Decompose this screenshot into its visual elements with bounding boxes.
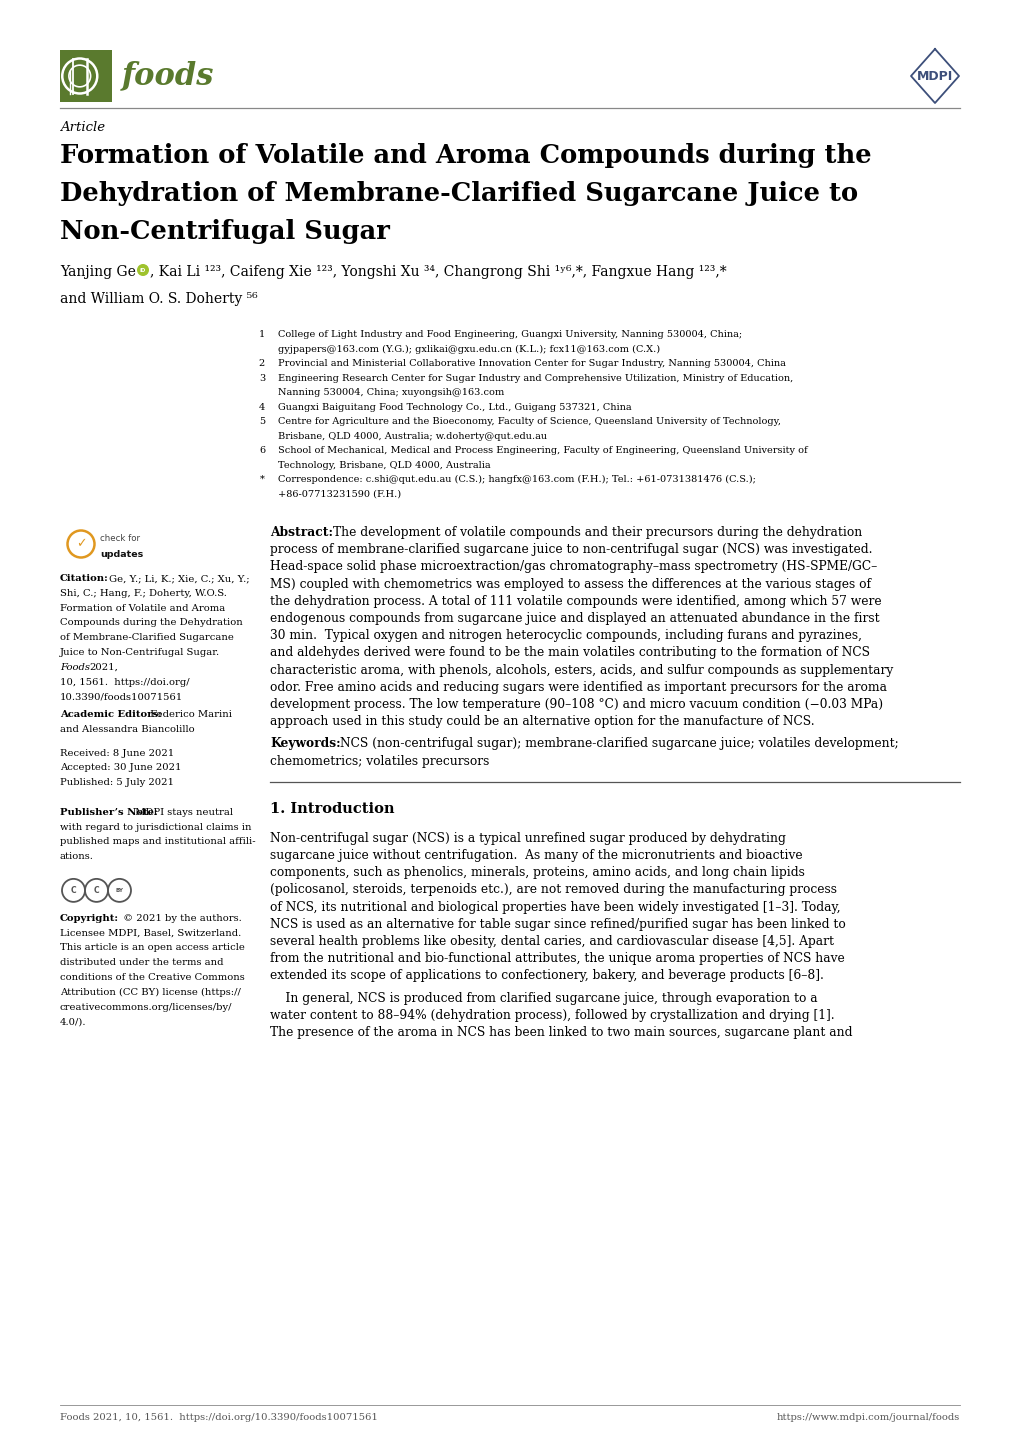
Text: Formation of Volatile and Aroma Compounds during the: Formation of Volatile and Aroma Compound… <box>60 143 871 169</box>
Text: odor. Free amino acids and reducing sugars were identified as important precurso: odor. Free amino acids and reducing suga… <box>270 681 887 694</box>
Text: Copyright:: Copyright: <box>60 914 119 923</box>
Text: foods: foods <box>122 61 214 91</box>
Text: (policosanol, steroids, terpenoids etc.), are not removed during the manufacturi: (policosanol, steroids, terpenoids etc.)… <box>270 884 837 897</box>
Text: School of Mechanical, Medical and Process Engineering, Faculty of Engineering, Q: School of Mechanical, Medical and Proces… <box>278 446 807 456</box>
Text: NCS is used as an alternative for table sugar since refined/purified sugar has b: NCS is used as an alternative for table … <box>270 917 845 930</box>
Text: C: C <box>94 885 99 895</box>
Text: extended its scope of applications to confectionery, bakery, and beverage produc: extended its scope of applications to co… <box>270 969 823 982</box>
Text: 2021,: 2021, <box>89 663 118 672</box>
Text: MS) coupled with chemometrics was employed to assess the differences at the vari: MS) coupled with chemometrics was employ… <box>270 578 870 591</box>
Text: © 2021 by the authors.: © 2021 by the authors. <box>120 914 242 923</box>
Text: Accepted: 30 June 2021: Accepted: 30 June 2021 <box>60 763 181 773</box>
Text: Academic Editors:: Academic Editors: <box>60 709 162 720</box>
Text: several health problems like obesity, dental caries, and cardiovascular disease : several health problems like obesity, de… <box>270 934 834 947</box>
Text: Centre for Agriculture and the Bioeconomy, Faculty of Science, Queensland Univer: Centre for Agriculture and the Bioeconom… <box>278 417 781 425</box>
Text: 2: 2 <box>259 359 265 368</box>
Text: This article is an open access article: This article is an open access article <box>60 943 245 953</box>
Text: and aldehydes derived were found to be the main volatiles contributing to the fo: and aldehydes derived were found to be t… <box>270 646 869 659</box>
Text: 4.0/).: 4.0/). <box>60 1018 87 1027</box>
Text: chemometrics; volatiles precursors: chemometrics; volatiles precursors <box>270 754 489 767</box>
Text: water content to 88–94% (dehydration process), followed by crystallization and d: water content to 88–94% (dehydration pro… <box>270 1009 834 1022</box>
Text: Compounds during the Dehydration: Compounds during the Dehydration <box>60 619 243 627</box>
Text: Ge, Y.; Li, K.; Xie, C.; Xu, Y.;: Ge, Y.; Li, K.; Xie, C.; Xu, Y.; <box>106 574 250 583</box>
Text: gyjpapers@163.com (Y.G.); gxlikai@gxu.edu.cn (K.L.); fcx11@163.com (C.X.): gyjpapers@163.com (Y.G.); gxlikai@gxu.ed… <box>278 345 659 353</box>
Text: Published: 5 July 2021: Published: 5 July 2021 <box>60 779 174 787</box>
Text: the dehydration process. A total of 111 volatile compounds were identified, amon: the dehydration process. A total of 111 … <box>270 594 880 607</box>
Text: MDPI: MDPI <box>916 69 952 82</box>
Text: Non-Centrifugal Sugar: Non-Centrifugal Sugar <box>60 219 389 244</box>
Text: Keywords:: Keywords: <box>270 737 340 750</box>
Text: of Membrane-Clarified Sugarcane: of Membrane-Clarified Sugarcane <box>60 633 233 642</box>
Text: 6: 6 <box>259 446 265 456</box>
Text: Licensee MDPI, Basel, Switzerland.: Licensee MDPI, Basel, Switzerland. <box>60 929 242 937</box>
Text: Shi, C.; Hang, F.; Doherty, W.O.S.: Shi, C.; Hang, F.; Doherty, W.O.S. <box>60 588 226 598</box>
Text: ations.: ations. <box>60 852 94 861</box>
Text: MDPI stays neutral: MDPI stays neutral <box>131 808 232 816</box>
Text: 1: 1 <box>259 330 265 339</box>
Text: check for: check for <box>100 534 140 544</box>
Text: characteristic aroma, with phenols, alcohols, esters, acids, and sulfur compound: characteristic aroma, with phenols, alco… <box>270 663 893 676</box>
Text: and Alessandra Biancolillo: and Alessandra Biancolillo <box>60 725 195 734</box>
Text: In general, NCS is produced from clarified sugarcane juice, through evaporation : In general, NCS is produced from clarifi… <box>270 992 817 1005</box>
Text: Yanjing Ge ¹: Yanjing Ge ¹ <box>60 265 146 278</box>
Text: updates: updates <box>100 549 143 559</box>
Text: 10, 1561.  https://doi.org/: 10, 1561. https://doi.org/ <box>60 678 190 686</box>
Text: Publisher’s Note:: Publisher’s Note: <box>60 808 158 816</box>
Text: Abstract:: Abstract: <box>270 526 332 539</box>
Text: 30 min.  Typical oxygen and nitrogen heterocyclic compounds, including furans an: 30 min. Typical oxygen and nitrogen hete… <box>270 629 861 642</box>
Text: creativecommons.org/licenses/by/: creativecommons.org/licenses/by/ <box>60 1002 232 1012</box>
Text: , Kai Li ¹²³, Caifeng Xie ¹²³, Yongshi Xu ³⁴, Changrong Shi ¹ʸ⁶,*, Fangxue Hang : , Kai Li ¹²³, Caifeng Xie ¹²³, Yongshi X… <box>150 265 726 278</box>
Text: iD: iD <box>140 268 146 273</box>
Text: The development of volatile compounds and their precursors during the dehydratio: The development of volatile compounds an… <box>332 526 861 539</box>
Text: Brisbane, QLD 4000, Australia; w.doherty@qut.edu.au: Brisbane, QLD 4000, Australia; w.doherty… <box>278 431 546 440</box>
Text: sugarcane juice without centrifugation.  As many of the micronutrients and bioac: sugarcane juice without centrifugation. … <box>270 849 802 862</box>
Text: of NCS, its nutritional and biological properties have been widely investigated : of NCS, its nutritional and biological p… <box>270 901 840 914</box>
Text: Head-space solid phase microextraction/gas chromatography–mass spectrometry (HS-: Head-space solid phase microextraction/g… <box>270 561 876 574</box>
Text: College of Light Industry and Food Engineering, Guangxi University, Nanning 5300: College of Light Industry and Food Engin… <box>278 330 742 339</box>
Circle shape <box>138 265 148 275</box>
Text: 5: 5 <box>259 417 265 425</box>
Text: approach used in this study could be an alternative option for the manufacture o: approach used in this study could be an … <box>270 715 814 728</box>
Text: endogenous compounds from sugarcane juice and displayed an attenuated abundance : endogenous compounds from sugarcane juic… <box>270 611 878 624</box>
Text: Nanning 530004, China; xuyongsih@163.com: Nanning 530004, China; xuyongsih@163.com <box>278 388 503 397</box>
Text: The presence of the aroma in NCS has been linked to two main sources, sugarcane : The presence of the aroma in NCS has bee… <box>270 1027 852 1040</box>
FancyBboxPatch shape <box>60 50 112 102</box>
Text: process of membrane-clarified sugarcane juice to non-centrifugal sugar (NCS) was: process of membrane-clarified sugarcane … <box>270 544 871 557</box>
Text: C: C <box>70 885 76 895</box>
Text: distributed under the terms and: distributed under the terms and <box>60 959 223 968</box>
Text: from the nutritional and bio-functional attributes, the unique aroma properties : from the nutritional and bio-functional … <box>270 952 844 965</box>
Text: and William O. S. Doherty ⁵⁶: and William O. S. Doherty ⁵⁶ <box>60 291 258 306</box>
Text: 3: 3 <box>259 373 265 382</box>
Text: Guangxi Baiguitang Food Technology Co., Ltd., Guigang 537321, China: Guangxi Baiguitang Food Technology Co., … <box>278 402 631 411</box>
Text: Technology, Brisbane, QLD 4000, Australia: Technology, Brisbane, QLD 4000, Australi… <box>278 460 490 470</box>
Text: Non-centrifugal sugar (NCS) is a typical unrefined sugar produced by dehydrating: Non-centrifugal sugar (NCS) is a typical… <box>270 832 785 845</box>
Text: Correspondence: c.shi@qut.edu.au (C.S.); hangfx@163.com (F.H.); Tel.: +61-073138: Correspondence: c.shi@qut.edu.au (C.S.);… <box>278 474 755 485</box>
Text: Formation of Volatile and Aroma: Formation of Volatile and Aroma <box>60 604 225 613</box>
Text: published maps and institutional affili-: published maps and institutional affili- <box>60 838 256 846</box>
Text: Foods: Foods <box>60 663 90 672</box>
Text: 1. Introduction: 1. Introduction <box>270 802 394 816</box>
Text: NCS (non-centrifugal sugar); membrane-clarified sugarcane juice; volatiles devel: NCS (non-centrifugal sugar); membrane-cl… <box>339 737 898 750</box>
Text: Attribution (CC BY) license (https://: Attribution (CC BY) license (https:// <box>60 988 240 996</box>
Text: Foods 2021, 10, 1561.  https://doi.org/10.3390/foods10071561: Foods 2021, 10, 1561. https://doi.org/10… <box>60 1413 377 1422</box>
Text: *: * <box>260 474 265 485</box>
Text: Dehydration of Membrane-Clarified Sugarcane Juice to: Dehydration of Membrane-Clarified Sugarc… <box>60 182 857 206</box>
Text: Federico Marini: Federico Marini <box>147 709 231 720</box>
Text: Provincial and Ministerial Collaborative Innovation Center for Sugar Industry, N: Provincial and Ministerial Collaborative… <box>278 359 785 368</box>
Text: components, such as phenolics, minerals, proteins, amino acids, and long chain l: components, such as phenolics, minerals,… <box>270 867 804 880</box>
Text: Received: 8 June 2021: Received: 8 June 2021 <box>60 748 174 757</box>
Text: ✓: ✓ <box>75 538 87 551</box>
Text: with regard to jurisdictional claims in: with regard to jurisdictional claims in <box>60 822 252 832</box>
Text: https://www.mdpi.com/journal/foods: https://www.mdpi.com/journal/foods <box>776 1413 959 1422</box>
Text: Juice to Non-Centrifugal Sugar.: Juice to Non-Centrifugal Sugar. <box>60 647 220 658</box>
Text: 4: 4 <box>259 402 265 411</box>
Text: Citation:: Citation: <box>60 574 109 583</box>
Text: BY: BY <box>115 888 123 893</box>
Text: conditions of the Creative Commons: conditions of the Creative Commons <box>60 973 245 982</box>
Text: Article: Article <box>60 121 105 134</box>
Text: +86-07713231590 (F.H.): +86-07713231590 (F.H.) <box>278 489 400 499</box>
Text: 10.3390/foods10071561: 10.3390/foods10071561 <box>60 692 183 701</box>
Text: development process. The low temperature (90–108 °C) and micro vacuum condition : development process. The low temperature… <box>270 698 882 711</box>
Text: Engineering Research Center for Sugar Industry and Comprehensive Utilization, Mi: Engineering Research Center for Sugar In… <box>278 373 793 382</box>
